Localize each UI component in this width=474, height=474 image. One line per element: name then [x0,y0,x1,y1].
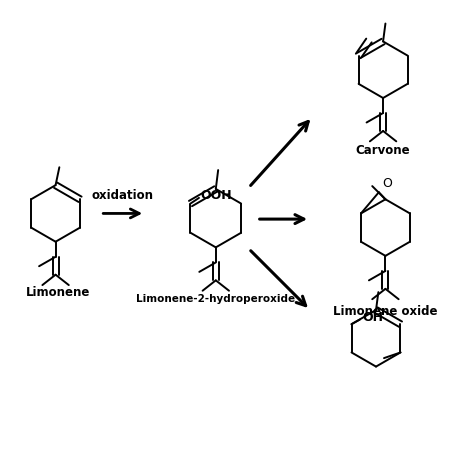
Text: Limonene: Limonene [27,286,91,300]
Text: Carvone: Carvone [356,144,410,157]
Text: O: O [382,177,392,191]
Text: oxidation: oxidation [91,189,154,201]
Text: Limonene-2-hydroperoxide: Limonene-2-hydroperoxide [136,294,295,304]
Text: Limonene oxide: Limonene oxide [333,305,438,319]
Text: OOH: OOH [201,189,232,201]
Text: OH: OH [362,310,383,324]
